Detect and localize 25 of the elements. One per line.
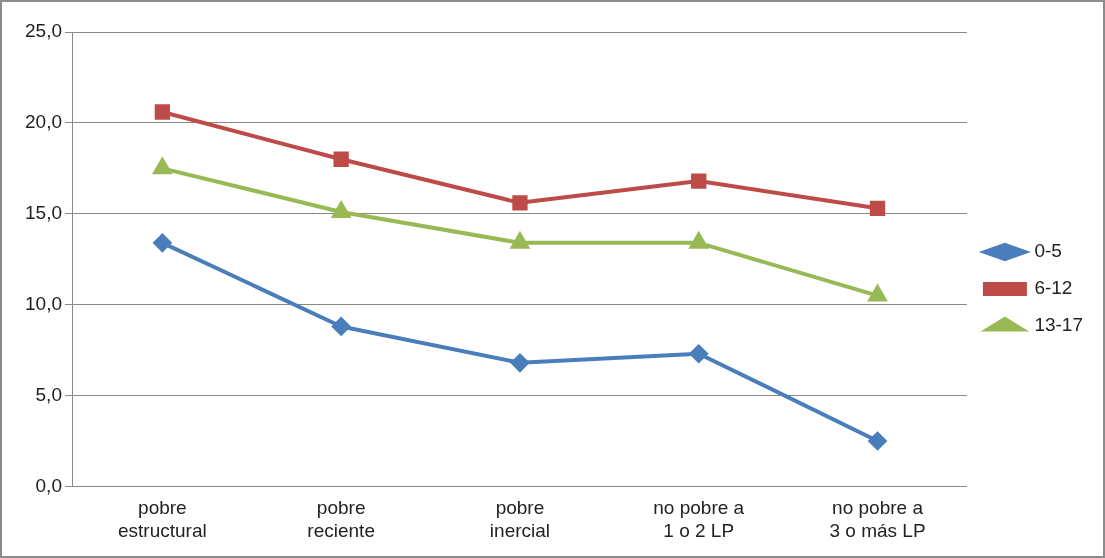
point xyxy=(154,104,171,120)
y-tick-label: 25,0 xyxy=(25,20,62,42)
point xyxy=(689,344,708,363)
point xyxy=(869,200,886,216)
point xyxy=(691,173,707,189)
legend-label: 13-17 xyxy=(1034,314,1084,336)
y-tick-label: 0,0 xyxy=(35,474,62,496)
legend-label: 0-5 xyxy=(1034,240,1062,262)
point xyxy=(333,151,349,167)
y-tick-label: 5,0 xyxy=(35,383,62,405)
x-tick-label: no pobre a 3 o más LP xyxy=(829,497,926,541)
point xyxy=(512,195,528,211)
x-tick-label: no pobre a 1 o 2 LP xyxy=(653,497,745,541)
point xyxy=(153,233,172,252)
x-tick-label: pobre reciente xyxy=(307,497,375,541)
x-tick-label: pobre estructural xyxy=(118,497,207,541)
point xyxy=(510,353,529,372)
point xyxy=(868,431,887,450)
y-tick-label: 20,0 xyxy=(25,111,62,133)
y-tick-label: 10,0 xyxy=(25,292,62,314)
x-tick-label: pobre inercial xyxy=(489,497,551,541)
point xyxy=(153,158,172,175)
point xyxy=(332,317,351,336)
legend-label: 6-12 xyxy=(1034,277,1073,299)
y-tick-label: 15,0 xyxy=(25,201,62,223)
